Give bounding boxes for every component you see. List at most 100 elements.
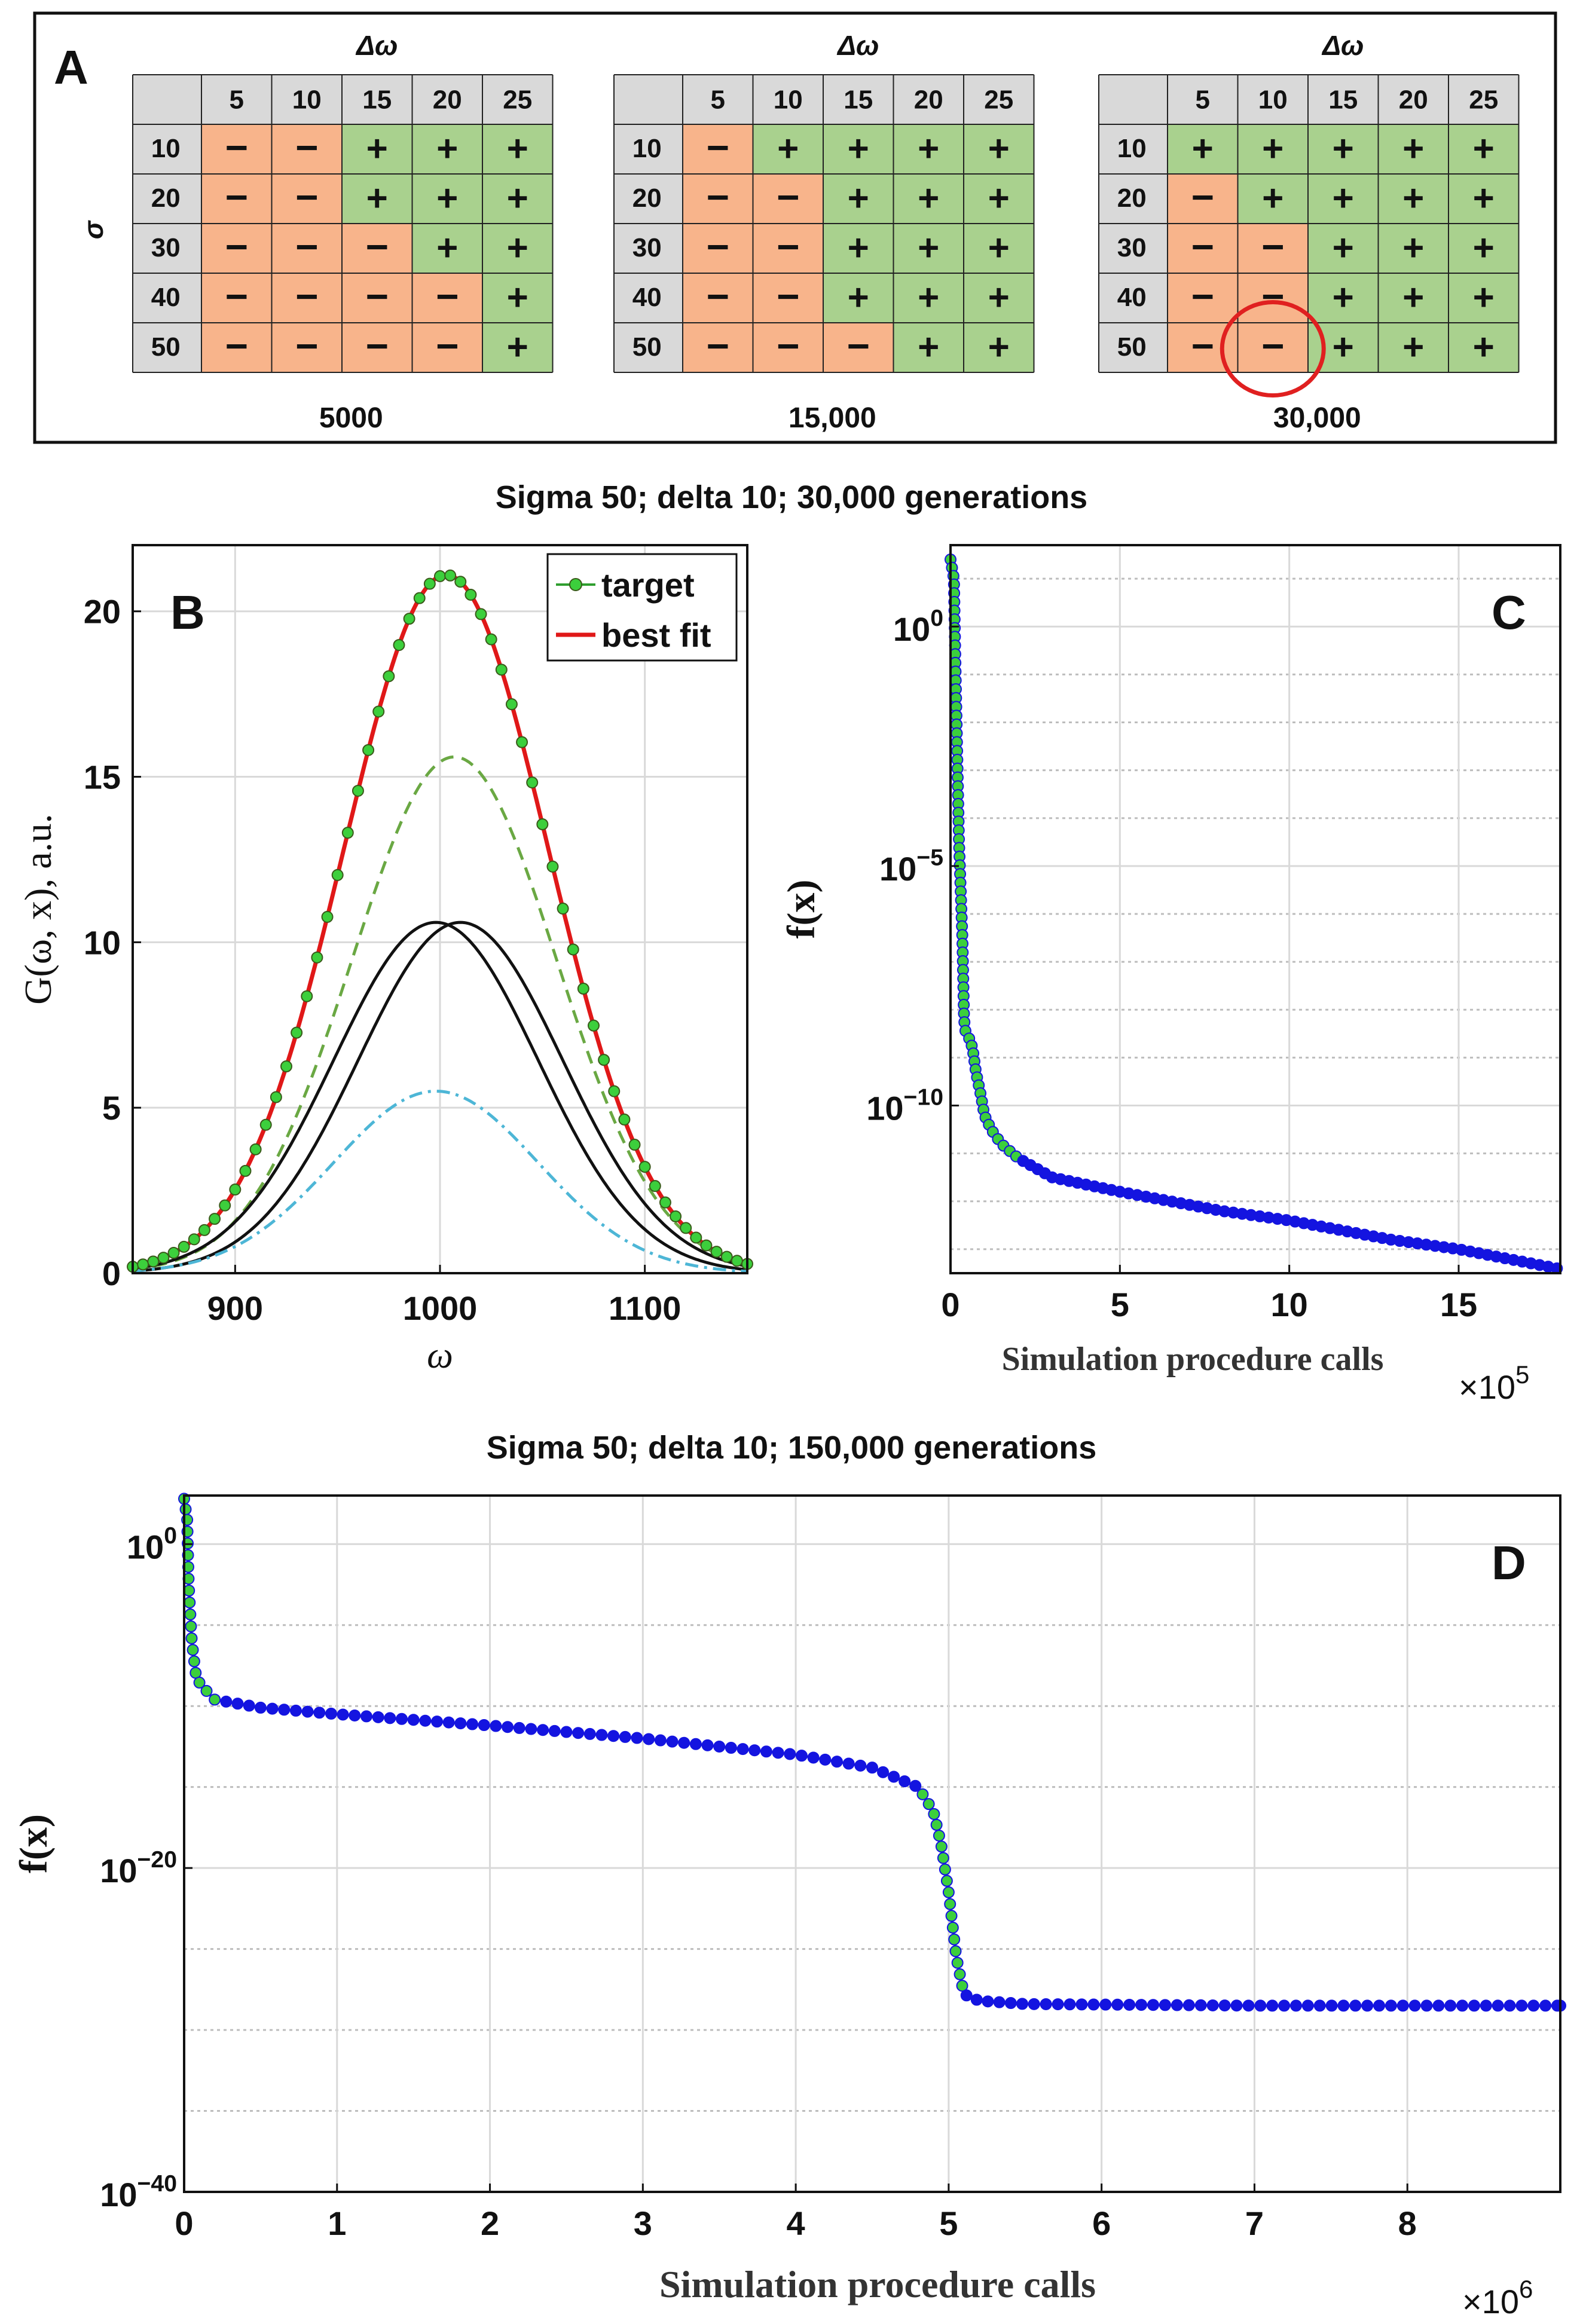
- row-label: 10: [1117, 134, 1147, 163]
- minus-sign: −: [777, 224, 800, 268]
- data-marker: [922, 1798, 935, 1811]
- data-marker: [1254, 1999, 1267, 2012]
- column-label: 15: [844, 85, 873, 114]
- data-marker: [830, 1756, 843, 1768]
- minus-cell: [342, 273, 412, 323]
- data-marker: [631, 1732, 643, 1744]
- data-marker: [899, 1775, 911, 1788]
- data-marker: [795, 1750, 808, 1762]
- x-tick-label: 6: [1092, 2204, 1111, 2242]
- plus-cell: [823, 224, 894, 273]
- data-marker: [560, 1726, 573, 1738]
- data-marker: [1004, 1997, 1017, 2010]
- minus-sign: −: [225, 125, 248, 169]
- target-marker: [331, 869, 344, 881]
- plus-sign: +: [507, 277, 528, 318]
- plus-sign: +: [848, 178, 869, 219]
- data-marker: [946, 1921, 959, 1934]
- minus-sign: −: [295, 323, 319, 368]
- y-tick-label: 100: [893, 606, 943, 648]
- data-marker: [1218, 1999, 1231, 2012]
- data-marker: [689, 1738, 702, 1750]
- minus-cell: [1168, 273, 1238, 323]
- minus-cell: [412, 273, 482, 323]
- data-marker: [313, 1707, 326, 1719]
- plus-cell: [893, 273, 964, 323]
- column-label: 10: [774, 85, 803, 114]
- plus-sign: +: [1333, 277, 1354, 318]
- column-label: 20: [433, 85, 462, 114]
- data-marker: [349, 1709, 361, 1721]
- data-marker: [1016, 1998, 1028, 2010]
- chart-d: 0 1 2 3 4 5 6 7 8 100 10−20 10−40 Simulation procedu…: [12, 1493, 1566, 2320]
- plus-cell: [1168, 124, 1238, 174]
- minus-cell: [683, 323, 753, 372]
- target-marker: [157, 1252, 170, 1264]
- data-marker: [243, 1699, 255, 1712]
- data-marker: [1159, 1999, 1171, 2011]
- data-marker: [231, 1698, 244, 1710]
- data-marker: [993, 1996, 1006, 2008]
- data-marker: [1337, 1999, 1350, 2012]
- plus-sign: +: [848, 227, 869, 268]
- target-marker: [567, 943, 579, 956]
- row-label: 10: [151, 134, 181, 163]
- data-marker: [888, 1770, 900, 1783]
- minus-sign: −: [1261, 323, 1285, 368]
- plus-sign: +: [918, 178, 939, 219]
- data-marker: [572, 1727, 585, 1739]
- x-tick-label: 5: [939, 2204, 958, 2242]
- data-marker: [654, 1734, 667, 1747]
- data-marker: [1278, 1999, 1291, 2012]
- data-marker: [725, 1742, 737, 1754]
- x-axis-label: Simulation procedure calls: [659, 2263, 1096, 2305]
- plus-sign: +: [918, 326, 939, 368]
- plus-cell: [1448, 323, 1519, 372]
- row-label: 50: [1117, 332, 1147, 362]
- data-marker: [502, 1721, 514, 1733]
- row-label: 40: [632, 283, 662, 312]
- legend-target-marker: [569, 578, 582, 591]
- data-marker: [325, 1707, 337, 1720]
- target-marker: [259, 1118, 272, 1131]
- column-label: 20: [1399, 85, 1428, 114]
- data-marker: [595, 1729, 608, 1741]
- target-marker: [301, 990, 313, 1002]
- data-marker: [942, 1886, 955, 1898]
- plus-sign: +: [1473, 277, 1495, 318]
- plus-sign: +: [507, 178, 528, 219]
- data-marker: [184, 1596, 196, 1609]
- target-marker: [628, 1139, 641, 1151]
- x-tick-label: 0: [941, 1286, 959, 1323]
- plus-cell: [482, 273, 553, 323]
- y-tick-label: 100: [127, 1523, 177, 1565]
- x-multiplier: ×105: [1459, 1360, 1529, 1406]
- row-label: 30: [151, 233, 181, 262]
- minus-cell: [201, 323, 272, 372]
- series-line: [183, 1499, 1560, 2007]
- plus-sign: +: [1333, 326, 1354, 368]
- x-tick-label: 5: [1111, 1286, 1129, 1323]
- minus-sign: −: [777, 175, 800, 219]
- target-marker: [618, 1113, 631, 1126]
- plus-sign: +: [436, 128, 458, 169]
- row-label: 40: [1117, 283, 1147, 312]
- y-tick-label: 20: [84, 593, 121, 631]
- minus-sign: −: [365, 323, 389, 368]
- data-marker: [1075, 1998, 1088, 2011]
- minus-cell: [683, 174, 753, 224]
- minus-cell: [342, 224, 412, 273]
- table-caption: 30,000: [1273, 402, 1361, 434]
- minus-sign: −: [1261, 224, 1285, 268]
- target-marker: [219, 1199, 231, 1212]
- data-marker: [301, 1705, 314, 1718]
- target-marker: [341, 827, 354, 839]
- target-marker: [147, 1255, 160, 1268]
- minus-cell: [683, 224, 753, 273]
- data-marker: [1480, 1999, 1492, 2012]
- data-marker: [187, 1644, 199, 1656]
- plus-sign: +: [507, 227, 528, 268]
- minus-cell: [823, 323, 894, 372]
- minus-sign: −: [295, 125, 319, 169]
- data-marker: [185, 1620, 197, 1632]
